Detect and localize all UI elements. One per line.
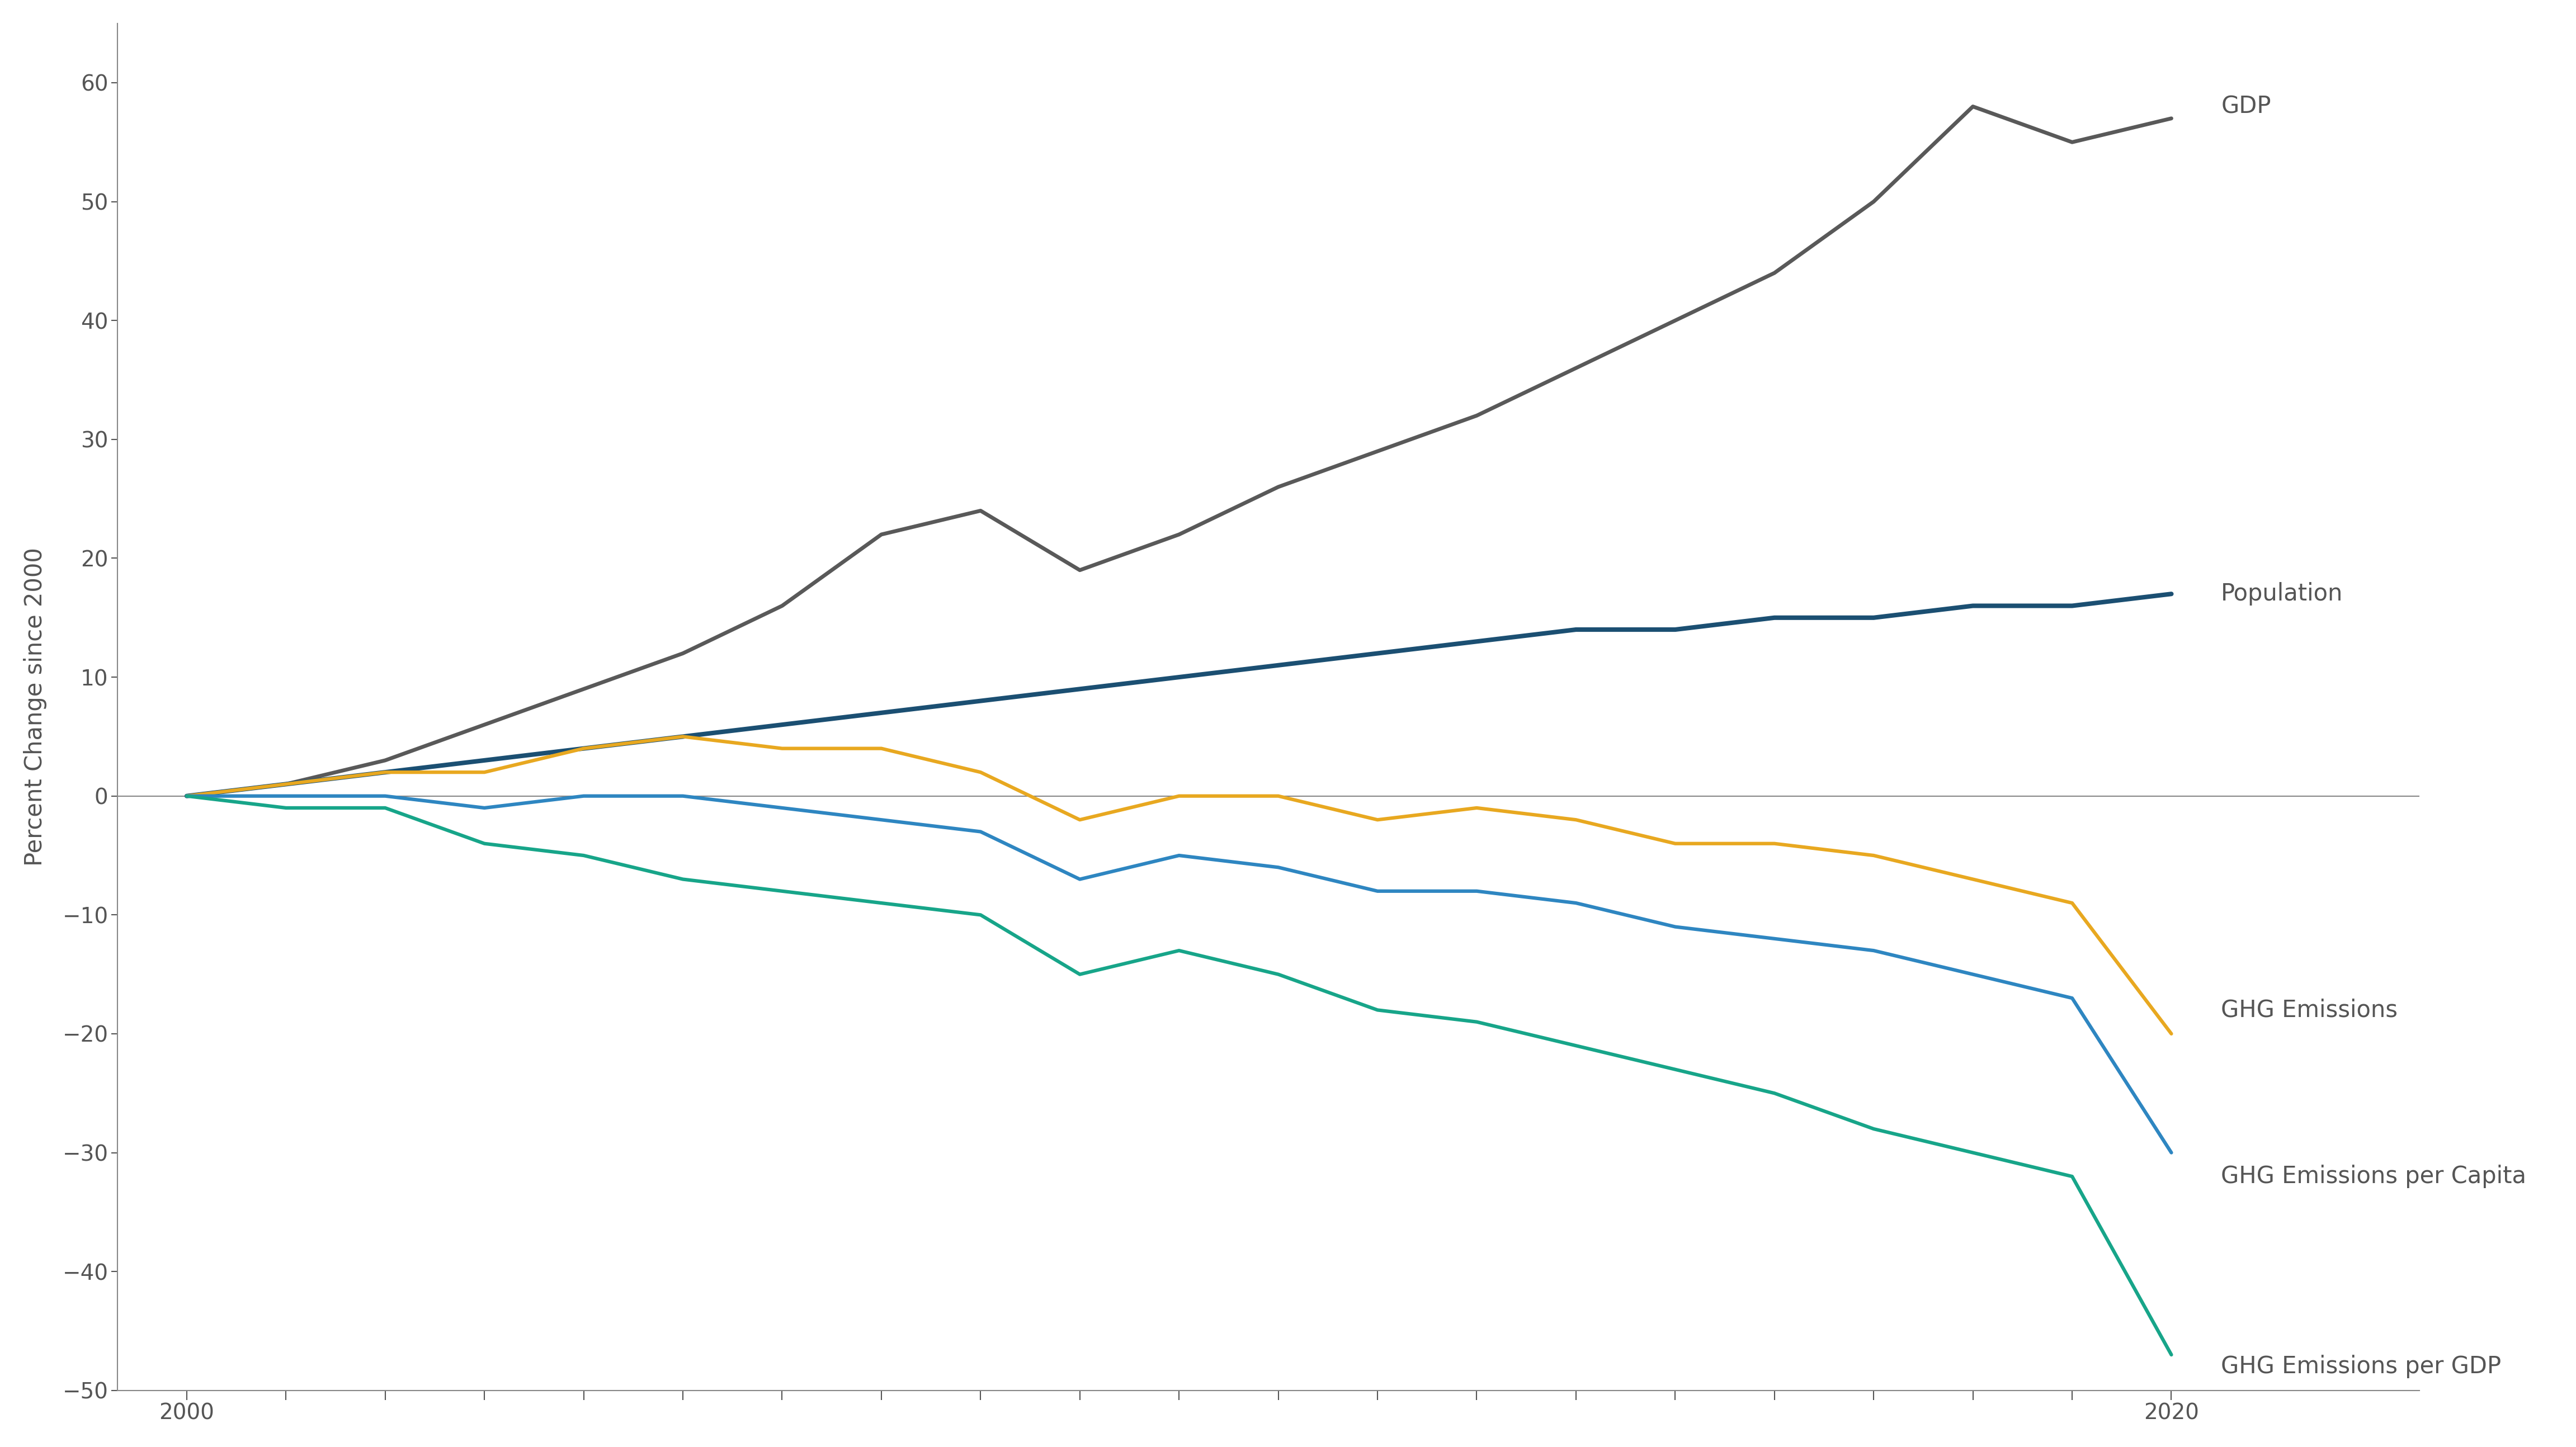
Text: GDP: GDP <box>2221 94 2272 119</box>
Text: GHG Emissions per GDP: GHG Emissions per GDP <box>2221 1354 2501 1379</box>
Text: Population: Population <box>2221 582 2344 606</box>
Text: GHG Emissions: GHG Emissions <box>2221 998 2398 1022</box>
Text: GHG Emissions per Capita: GHG Emissions per Capita <box>2221 1165 2527 1188</box>
Y-axis label: Percent Change since 2000: Percent Change since 2000 <box>23 547 46 867</box>
